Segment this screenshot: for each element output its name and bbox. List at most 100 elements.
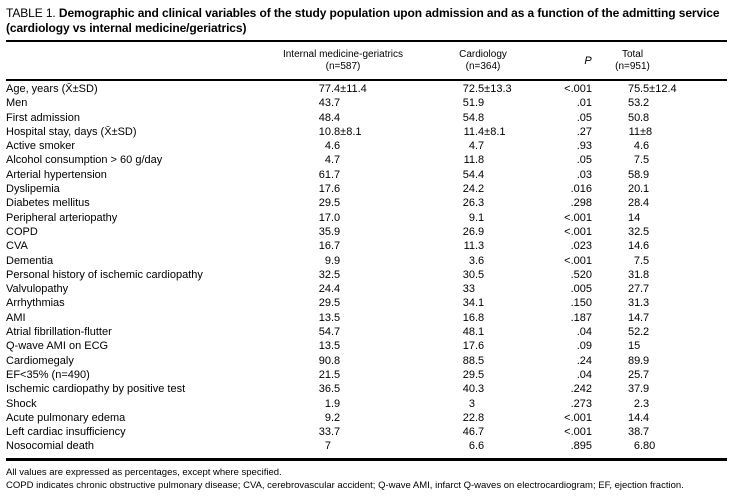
cell: 31.3	[628, 297, 650, 310]
table-row: Nosocomial death 7 6.6 .895 6.80	[6, 439, 727, 453]
table-row: Atrial fibrillation-flutter 54.7 48.1 .04 52…	[6, 325, 727, 339]
header-total: Total (n=951)	[615, 48, 650, 72]
cell: 25.7	[628, 368, 650, 381]
cell: .150	[570, 297, 592, 310]
table-header-row: Internal medicine-geriatrics (n=587) Car…	[6, 42, 727, 79]
top-rule	[6, 40, 727, 42]
table-row: Left cardiac insufficiency 33.7 46.7 <.001 3…	[6, 425, 727, 439]
row-label: Personal history of ischemic cardiopathy	[6, 268, 203, 281]
cell: 24.2	[462, 183, 485, 196]
cell: 58.9	[628, 168, 650, 181]
row-label: Valvulopathy	[6, 283, 69, 296]
cell: 3	[468, 397, 475, 410]
row-label: Peripheral arteriopathy	[6, 211, 118, 224]
cell: 48.1	[462, 326, 485, 339]
row-label: COPD	[6, 225, 38, 238]
cell: 6.80	[633, 440, 656, 453]
cell: 4.7	[324, 154, 341, 167]
table-row: Personal history of ischemic cardiopathy…	[6, 268, 727, 282]
cell: <.001	[564, 83, 592, 95]
cell: 2.3	[633, 397, 650, 410]
cell: 11 ±8	[628, 125, 653, 138]
table-row: Alcohol consumption > 60 g/day 4.7 11.8 .05…	[6, 153, 727, 167]
cell: <.001	[564, 426, 592, 439]
footnote-abbreviations: COPD indicates chronic obstructive pulmo…	[6, 479, 684, 491]
cell: .03	[576, 168, 592, 181]
cell: <.001	[564, 411, 592, 424]
cell: 7.5	[633, 154, 650, 167]
cell: 51.9	[462, 97, 485, 110]
table-title: TABLE 1. Demographic and clinical variab…	[6, 6, 727, 36]
row-label: Men	[6, 97, 28, 110]
cell: 3.6	[468, 254, 485, 267]
header-internal-medicine: Internal medicine-geriatrics (n=587)	[282, 48, 404, 72]
cell: 35.9	[318, 225, 341, 238]
row-label: Alcohol consumption > 60 g/day	[6, 154, 163, 167]
table-row: Diabetes mellitus 29.5 26.3 .298 28.4	[6, 196, 727, 210]
cell: 16.7	[318, 240, 341, 253]
cell: 61.7	[318, 168, 341, 181]
cell: .04	[576, 326, 592, 339]
row-label: Dementia	[6, 254, 54, 267]
cell: 54.4	[462, 168, 485, 181]
cell: 1.9	[324, 397, 341, 410]
cell: 6.6	[468, 440, 485, 453]
row-label: CVA	[6, 240, 28, 253]
cell: 28.4	[628, 197, 650, 210]
cell: 4.6	[633, 140, 650, 153]
table-row: Acute pulmonary edema 9.2 22.8 <.001 14.4	[6, 411, 727, 425]
cell: .273	[570, 397, 592, 410]
row-label: Dyslipemia	[6, 183, 60, 196]
table-row: Ischemic cardiopathy by positive test 36.…	[6, 382, 727, 396]
cell: 14.6	[628, 240, 650, 253]
cell: 21.5	[318, 368, 341, 381]
cell: 72.5±13.3	[462, 83, 512, 95]
table-row: First admission 48.4 54.8 .05 50.8	[6, 111, 727, 125]
cell: .24	[576, 354, 592, 367]
cell: .09	[576, 340, 592, 353]
row-label: Atrial fibrillation-flutter	[6, 326, 112, 339]
table-row: CVA 16.7 11.3 .023 14.6	[6, 239, 727, 253]
table-row: COPD 35.9 26.9 <.001 32.5	[6, 225, 727, 239]
cell: 26.3	[462, 197, 485, 210]
header-rule	[6, 79, 727, 81]
cell: 31.8	[628, 268, 650, 281]
cell: 88.5	[462, 354, 485, 367]
cell: 29.5	[462, 368, 485, 381]
table-row: Dyslipemia 17.6 24.2 .016 20.1	[6, 182, 727, 196]
row-label: Cardiomegaly	[6, 354, 74, 367]
cell: 48.4	[318, 111, 341, 124]
row-label: EF<35% (n=490)	[6, 368, 90, 381]
cell: 40.3	[462, 383, 485, 396]
cell: 34.1	[462, 297, 485, 310]
cell: 11.4±8.1	[463, 125, 506, 138]
cell: 54.8	[462, 111, 485, 124]
cell: 53.2	[628, 97, 650, 110]
cell: <.001	[564, 225, 592, 238]
table-row: EF<35% (n=490) 21.5 29.5 .04 25.7	[6, 368, 727, 382]
cell: 15	[628, 340, 641, 353]
table-row: Active smoker 4.6 4.7 .93 4.6	[6, 139, 727, 153]
cell: 4.7	[468, 140, 485, 153]
table-number-label: TABLE 1.	[6, 6, 56, 20]
row-label: Hospital stay, days (X̄±SD)	[6, 125, 137, 138]
cell: <.001	[564, 211, 592, 224]
table-row: Age, years (X̄±SD) 77.4±11.4 72.5±13.3 <.00…	[6, 82, 727, 96]
cell: 77.4±11.4	[318, 83, 367, 95]
cell: 52.2	[628, 326, 650, 339]
cell: 17.6	[318, 183, 341, 196]
cell: .04	[576, 368, 592, 381]
table-row: Dementia 9.9 3.6 <.001 7.5	[6, 254, 727, 268]
cell: 27.7	[628, 283, 650, 296]
bottom-rule	[6, 457, 727, 461]
table-row: Peripheral arteriopathy 17.0 9.1 <.001 14	[6, 211, 727, 225]
cell: 16.8	[462, 311, 485, 324]
cell: 9.2	[324, 411, 341, 424]
cell: .242	[570, 383, 592, 396]
cell: 36.5	[318, 383, 341, 396]
row-label: Arrhythmias	[6, 297, 65, 310]
cell: 89.9	[628, 354, 650, 367]
cell: .895	[570, 440, 592, 453]
cell: 4.6	[324, 140, 341, 153]
table-row: Arterial hypertension 61.7 54.4 .03 58.9	[6, 168, 727, 182]
